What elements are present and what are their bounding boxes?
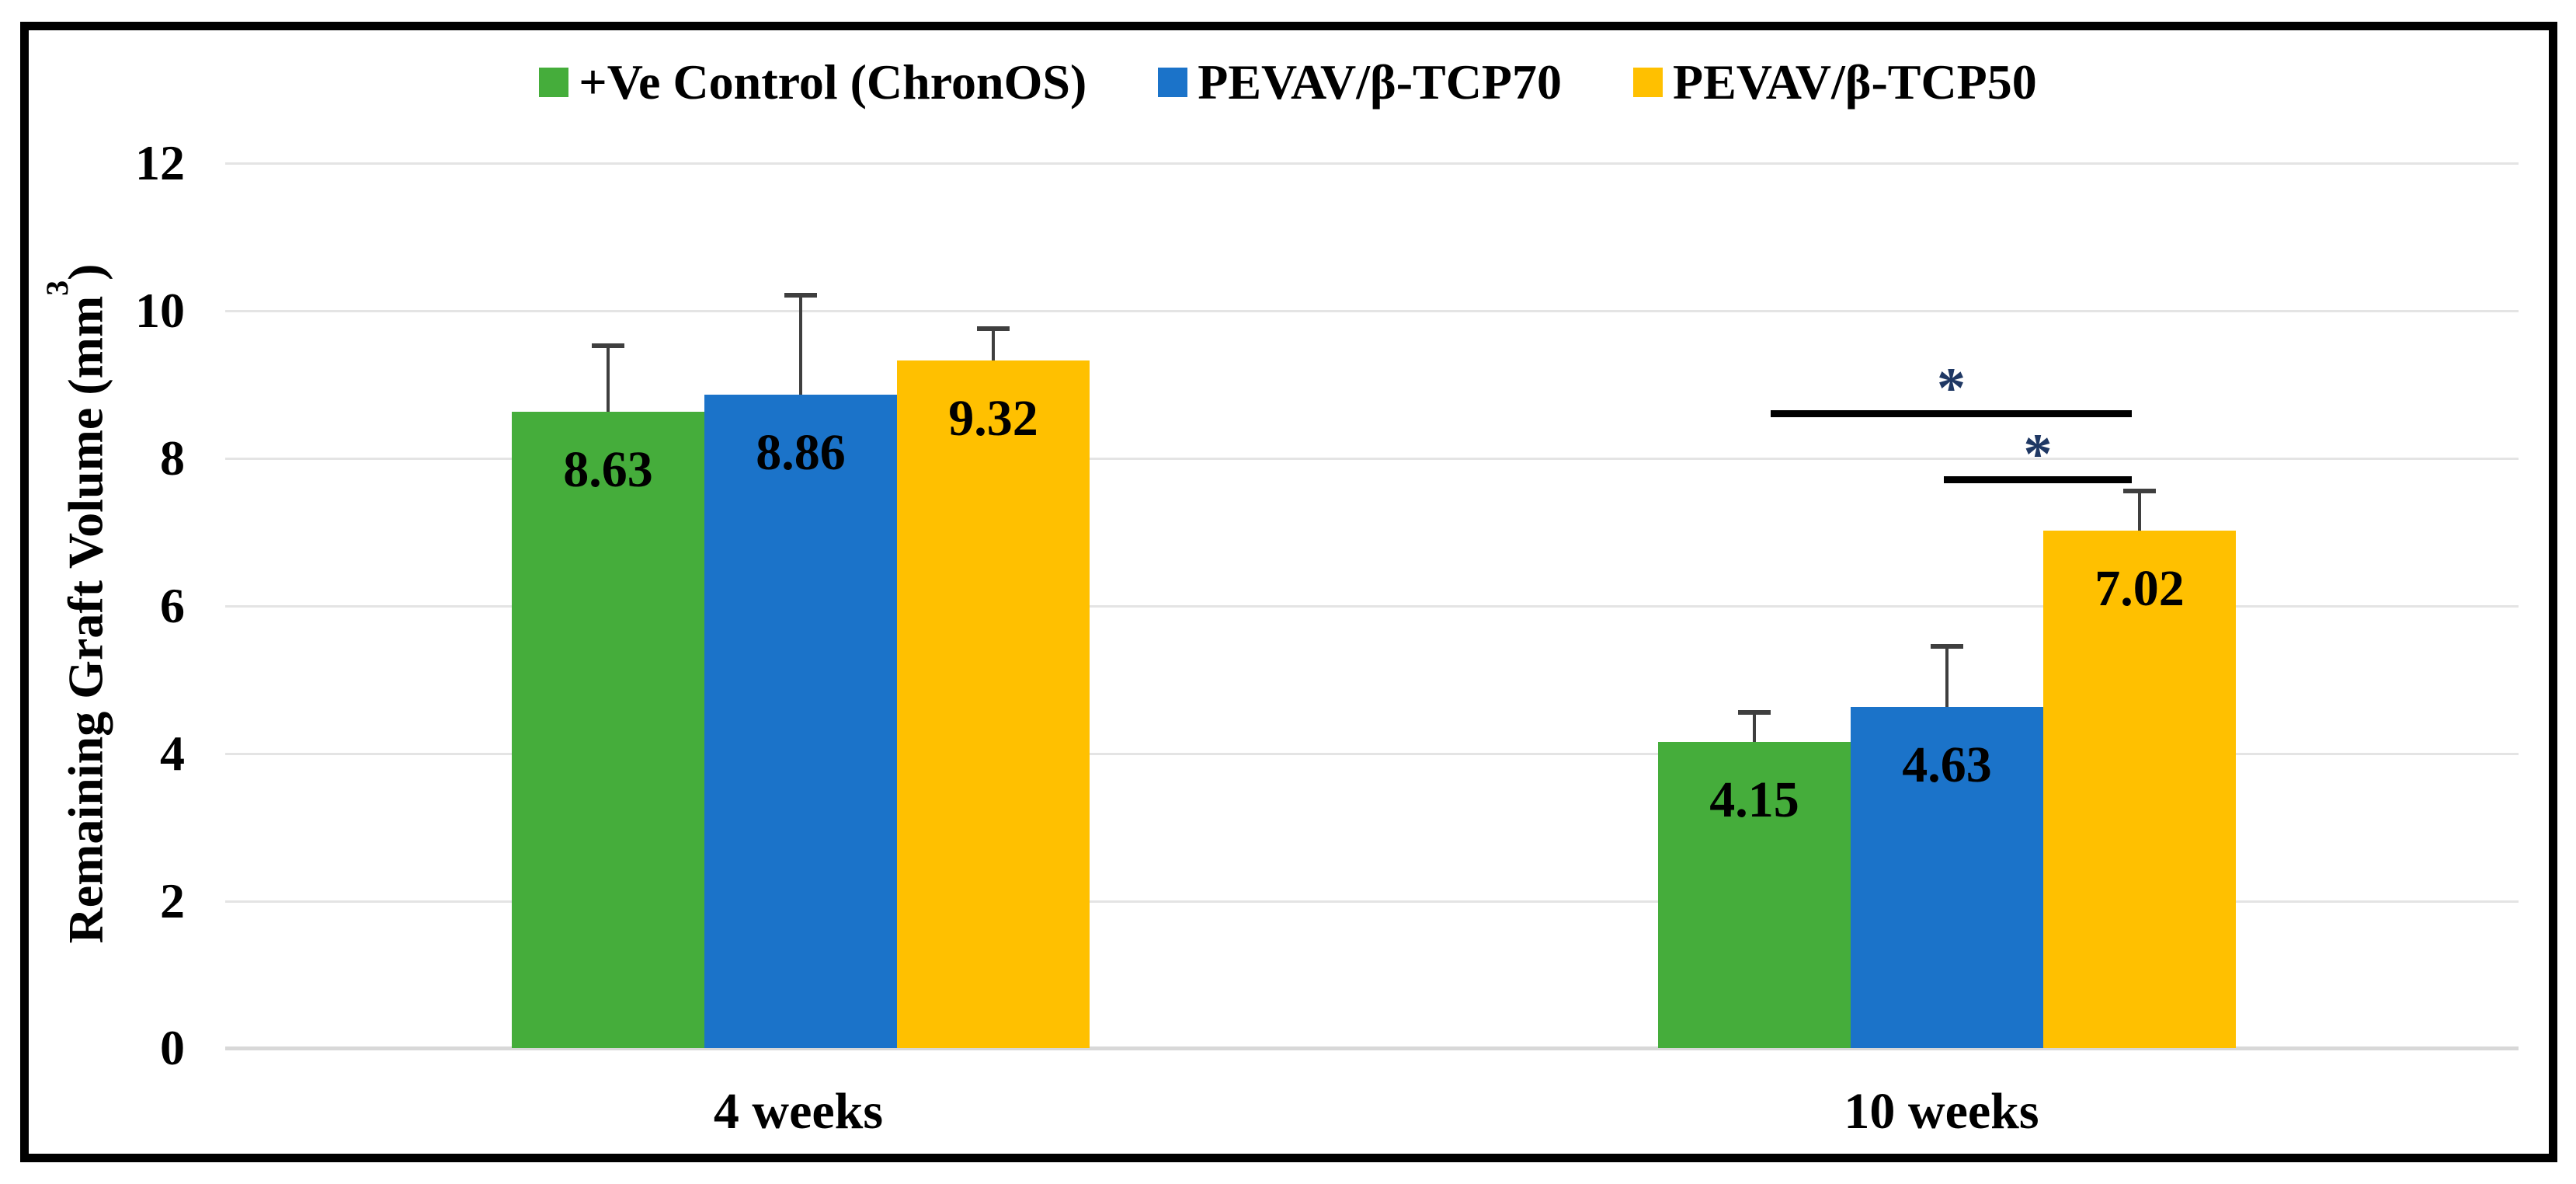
y-axis-title-sup: 3	[40, 280, 75, 296]
bar-group-10w-tcp50: 7.02	[2043, 163, 2236, 1048]
y-tick-6: 6	[160, 578, 185, 633]
gridline-10	[225, 310, 2519, 312]
bar-value-label: 4.63	[1902, 736, 1992, 793]
significance-asterisk: *	[1937, 356, 1966, 420]
bar-group-4w-control: 8.63	[512, 163, 704, 1048]
bar-10w-tcp70	[1851, 706, 2043, 1048]
bar-group-4w-tcp70: 8.86	[704, 163, 897, 1048]
significance-line	[1944, 476, 2132, 484]
gridline-8	[225, 458, 2519, 460]
error-bar	[977, 326, 1010, 361]
y-axis-title-close: )	[57, 263, 113, 280]
error-bar	[2123, 489, 2156, 531]
gridline-6	[225, 605, 2519, 608]
error-bar-cap	[2123, 489, 2156, 494]
y-tick-8: 8	[160, 430, 185, 486]
gridline-2	[225, 900, 2519, 903]
error-bar-cap	[784, 292, 817, 298]
legend-item-tcp50: PEVAV/β-TCP50	[1633, 57, 2037, 107]
bar-group-10w-control: 4.15	[1658, 163, 1851, 1048]
y-tick-10: 10	[135, 283, 185, 338]
error-bar-cap	[1931, 643, 1963, 649]
error-bar	[1931, 643, 1963, 707]
bar-4w-tcp70	[704, 395, 897, 1048]
y-tick-12: 12	[135, 135, 185, 190]
significance-asterisk: *	[2023, 423, 2053, 487]
legend: +Ve Control (ChronOS) PEVAV/β-TCP70 PEVA…	[0, 57, 2576, 107]
legend-item-tcp70: PEVAV/β-TCP70	[1158, 57, 1562, 107]
error-bar-cap	[1738, 710, 1771, 716]
y-tick-2: 2	[160, 873, 185, 928]
gridline-4	[225, 753, 2519, 755]
legend-label: +Ve Control (ChronOS)	[579, 54, 1087, 110]
bar-value-label: 8.86	[756, 424, 846, 481]
legend-swatch-blue	[1158, 68, 1188, 97]
bar-4w-tcp50	[897, 360, 1090, 1048]
legend-item-control: +Ve Control (ChronOS)	[539, 57, 1086, 107]
y-axis-title: Remaining Graft Volume (mm3)	[40, 60, 113, 1147]
significance-line	[1771, 409, 2132, 417]
bar-group-10w-tcp70: 4.63	[1851, 163, 2043, 1048]
x-category-10-weeks: 10 weeks	[1844, 1083, 2039, 1140]
error-bar-cap	[592, 343, 624, 349]
bar-value-label: 9.32	[948, 390, 1038, 447]
error-bar	[1738, 710, 1771, 743]
gridline-12	[225, 162, 2519, 165]
bar-10w-control	[1658, 742, 1851, 1048]
bar-group-4w-tcp50: 9.32	[897, 163, 1090, 1048]
bar-4w-control	[512, 411, 704, 1048]
error-bar	[784, 292, 817, 395]
legend-label: PEVAV/β-TCP50	[1673, 54, 2037, 110]
x-category-4-weeks: 4 weeks	[713, 1083, 884, 1140]
error-bar	[592, 343, 624, 412]
y-tick-4: 4	[160, 726, 185, 781]
bar-value-label: 7.02	[2095, 559, 2185, 617]
legend-swatch-green	[539, 68, 569, 97]
y-tick-0: 0	[160, 1020, 185, 1075]
y-axis-title-text: Remaining Graft Volume (mm	[57, 295, 113, 944]
x-axis-line	[225, 1046, 2519, 1050]
bar-10w-tcp50	[2043, 530, 2236, 1048]
legend-label: PEVAV/β-TCP70	[1198, 54, 1563, 110]
error-bar-cap	[977, 326, 1010, 331]
significance-bracket-tcp70-vs-tcp50: *	[1944, 413, 2132, 487]
bar-value-label: 4.15	[1709, 771, 1799, 829]
significance-bracket-control-vs-tcp50: *	[1771, 347, 2132, 417]
legend-swatch-yellow	[1633, 68, 1663, 97]
bar-value-label: 8.63	[563, 441, 653, 498]
